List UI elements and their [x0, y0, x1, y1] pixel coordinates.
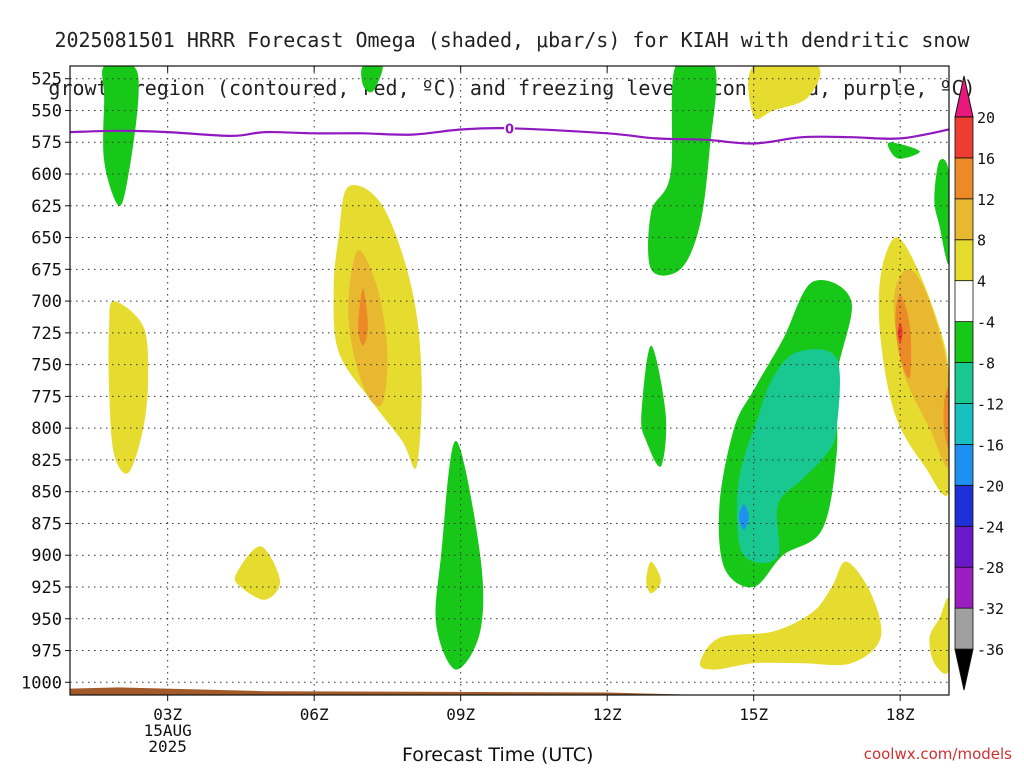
- colorbar-label--36: -36: [977, 641, 1004, 659]
- grid-lines: [70, 66, 949, 695]
- omega-region--16to-12: [739, 504, 749, 530]
- x-tick-label-6: 06Z: [300, 705, 329, 724]
- y-tick-label-700: 700: [31, 292, 62, 312]
- colorbar-bin-12: [954, 157, 974, 200]
- y-tick-label-925: 925: [31, 578, 62, 598]
- colorbar-bin-13: [954, 116, 974, 159]
- colorbar-label--28: -28: [977, 559, 1004, 577]
- x-tick-label-15: 15Z: [739, 705, 768, 724]
- colorbar-label--20: -20: [977, 477, 1004, 495]
- y-tick-label-900: 900: [31, 546, 62, 566]
- y-tick-label-750: 750: [31, 356, 62, 376]
- x-tick-label-18: 18Z: [886, 705, 915, 724]
- y-tick-label-850: 850: [31, 483, 62, 503]
- y-tick-label-775: 775: [31, 387, 62, 407]
- colorbar-bin-5: [954, 443, 974, 486]
- omega-region-4to8: [234, 546, 281, 600]
- colorbar-label--24: -24: [977, 518, 1004, 536]
- omega-region-4to8: [929, 597, 949, 674]
- colorbar-bin-4: [954, 484, 974, 527]
- x-tick-label-12: 12Z: [593, 705, 622, 724]
- omega-region--12to-8: [736, 349, 840, 564]
- y-tick-label-525: 525: [31, 70, 62, 90]
- colorbar-label--8: -8: [977, 355, 995, 373]
- y-tick-label-600: 600: [31, 165, 62, 185]
- omega-region--8to-4: [641, 345, 667, 467]
- colorbar-label--4: -4: [977, 314, 995, 332]
- colorbar-label--12: -12: [977, 395, 1004, 413]
- colorbar-bin-2: [954, 566, 974, 609]
- y-tick-label-950: 950: [31, 610, 62, 630]
- y-axis: 525 550 575 600 625 650 675 700 725 750 775 800 825 8…: [21, 70, 70, 693]
- colorbar-label--32: -32: [977, 600, 1004, 618]
- colorbar-bin-6: [954, 403, 974, 445]
- y-tick-label-625: 625: [31, 197, 62, 217]
- freezing-level-label: 0: [505, 122, 514, 137]
- colorbar-bin-11: [954, 198, 974, 241]
- y-tick-label-800: 800: [31, 419, 62, 439]
- omega-region--8to-4: [102, 66, 139, 206]
- x-date-label-1: 2025: [148, 737, 187, 756]
- omega-region-16to20: [897, 322, 903, 343]
- colorbar-label-20: 20: [977, 109, 995, 127]
- colorbar-label-12: 12: [977, 191, 995, 209]
- title-line-1: 2025081501 HRRR Forecast Omega (shaded, …: [54, 28, 970, 52]
- y-tick-label-550: 550: [31, 101, 62, 121]
- omega-region--8to-4: [887, 142, 920, 159]
- colorbar-bin-8: [954, 321, 974, 363]
- omega-region-4to8: [646, 561, 661, 594]
- freezing-level-line: [70, 126, 949, 145]
- colorbar-bin-3: [954, 525, 974, 568]
- x-tick-label-3: 03Z: [153, 705, 182, 724]
- x-tick-label-9: 09Z: [446, 705, 475, 724]
- omega-region--8to-4: [648, 66, 717, 276]
- colorbar-triangle-high: [954, 75, 974, 118]
- colorbar: 20 16 12 8 4 -4 -8 -12 -16 -20 -24 -28 -32 -36: [954, 75, 1004, 691]
- y-tick-label-1000: 1000: [21, 673, 62, 693]
- omega-region--8to-4: [361, 66, 383, 93]
- colorbar-label-4: 4: [977, 273, 986, 291]
- colorbar-triangle-low: [954, 648, 974, 691]
- colorbar-label--16: -16: [977, 436, 1004, 454]
- omega-region-4to8: [699, 561, 882, 670]
- credit-link[interactable]: coolwx.com/models: [863, 745, 1012, 763]
- omega-region--8to-4: [435, 440, 484, 670]
- y-tick-label-650: 650: [31, 229, 62, 249]
- plot-frame: [69, 65, 950, 696]
- x-date-label-0: 15AUG: [144, 721, 192, 740]
- freezing-level-contour: 0: [70, 121, 949, 145]
- omega-region--8to-4: [934, 159, 949, 265]
- y-tick-label-675: 675: [31, 260, 62, 280]
- omega-region-4to8: [748, 66, 821, 120]
- colorbar-label-16: 16: [977, 150, 995, 168]
- omega-shading: [102, 66, 949, 674]
- omega-region-12to16: [358, 288, 368, 346]
- colorbar-bin-1: [954, 607, 974, 650]
- x-axis-label: Forecast Time (UTC): [402, 744, 594, 766]
- y-tick-label-875: 875: [31, 514, 62, 534]
- y-tick-label-725: 725: [31, 324, 62, 344]
- y-tick-label-825: 825: [31, 451, 62, 471]
- colorbar-bin-10: [954, 239, 974, 282]
- omega-region-12to16: [943, 387, 949, 449]
- chart-title: 2025081501 HRRR Forecast Omega (shaded, …: [0, 4, 1024, 124]
- y-tick-label-975: 975: [31, 642, 62, 662]
- terrain-fill: [70, 687, 704, 695]
- colorbar-bin-9: [954, 280, 974, 322]
- colorbar-label-8: 8: [977, 232, 986, 250]
- surface-terrain: [70, 687, 704, 695]
- omega-region-12to16: [895, 294, 912, 379]
- omega-region-4to8: [108, 301, 149, 474]
- y-tick-label-575: 575: [31, 133, 62, 153]
- colorbar-bin-7: [954, 362, 974, 404]
